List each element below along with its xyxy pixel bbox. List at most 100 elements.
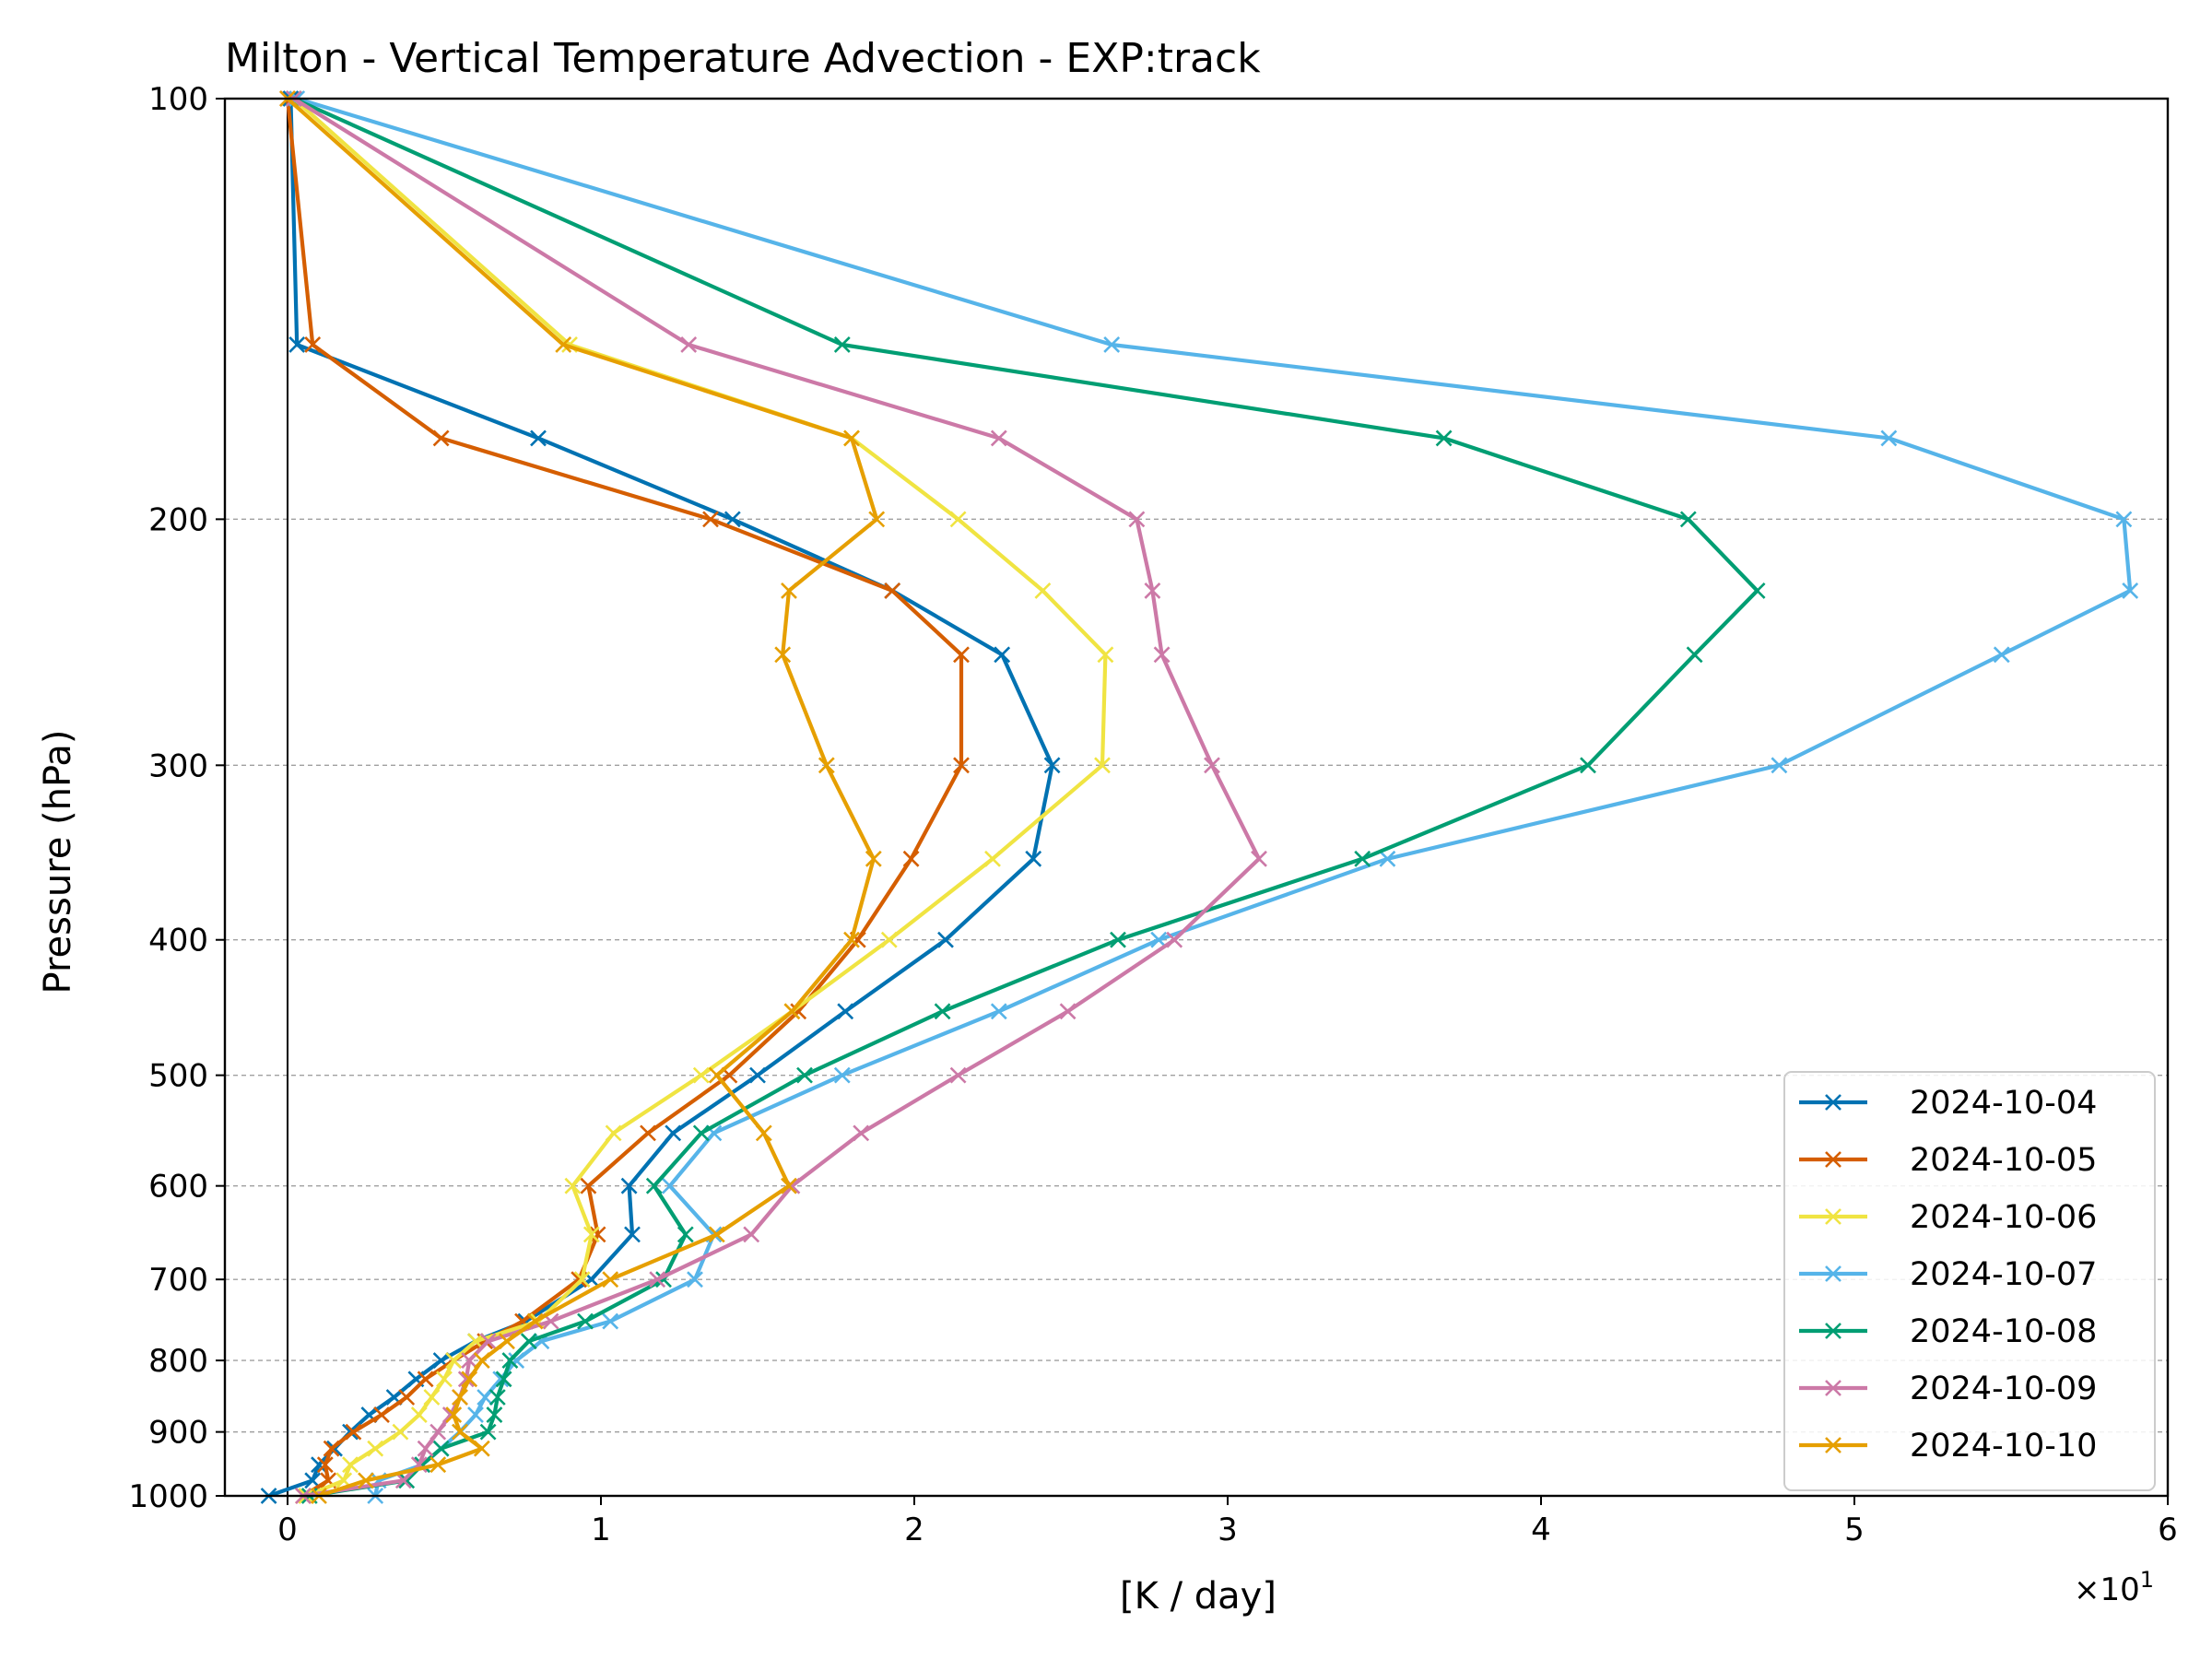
- x-tick-label: 6: [2158, 1512, 2178, 1548]
- data-point: [1059, 1003, 1077, 1020]
- data-point: [473, 1440, 490, 1457]
- series-line: [286, 97, 879, 1498]
- legend-marker: [1825, 1094, 1841, 1111]
- data-point: [1128, 511, 1146, 528]
- data-point: [429, 1456, 447, 1474]
- data-point: [984, 850, 1001, 867]
- data-point: [342, 1456, 359, 1474]
- data-point: [680, 336, 698, 353]
- data-point: [429, 1423, 447, 1441]
- legend-label: 2024-10-08: [1910, 1313, 2097, 1350]
- data-point: [410, 1406, 428, 1423]
- data-point: [2115, 511, 2133, 528]
- data-point: [477, 1389, 494, 1406]
- x-axis-label: [K / day]: [1120, 1575, 1277, 1618]
- data-point: [311, 1456, 327, 1474]
- data-point: [467, 1406, 484, 1423]
- legend-label: 2024-10-10: [1910, 1428, 2097, 1465]
- data-point: [564, 1177, 582, 1194]
- y-tick-label: 800: [148, 1343, 208, 1380]
- legend-marker: [1825, 1380, 1841, 1396]
- y-tick-label: 400: [148, 923, 208, 959]
- data-point: [1110, 931, 1126, 948]
- data-point: [573, 1271, 591, 1288]
- x-tick-label: 1: [591, 1512, 611, 1548]
- legend-item: 2024-10-07: [1799, 1256, 2097, 1293]
- data-point: [580, 1177, 597, 1194]
- data-point: [1251, 850, 1267, 867]
- legend-marker: [1825, 1437, 1841, 1453]
- data-point: [488, 1389, 506, 1406]
- data-point: [1144, 582, 1161, 599]
- data-point: [868, 511, 886, 528]
- data-point: [774, 646, 792, 664]
- data-point: [708, 1226, 725, 1243]
- data-point: [837, 1003, 854, 1020]
- data-point: [990, 429, 1007, 447]
- data-point: [479, 1423, 497, 1441]
- data-point: [2122, 582, 2139, 599]
- data-point: [645, 1177, 663, 1194]
- legend-label: 2024-10-05: [1910, 1142, 2097, 1179]
- data-point: [1993, 646, 2010, 664]
- data-point: [530, 429, 547, 447]
- data-point: [1094, 757, 1111, 774]
- series-2024-10-10: [279, 90, 886, 1504]
- x-tick-label: 3: [1218, 1512, 1238, 1548]
- x-tick-label: 4: [1531, 1512, 1551, 1548]
- data-point: [880, 931, 898, 948]
- data-point: [495, 1371, 512, 1388]
- data-point: [367, 1440, 384, 1457]
- data-point: [1771, 757, 1788, 774]
- data-point: [661, 1177, 678, 1194]
- data-point: [1379, 850, 1396, 867]
- y-tick-label: 300: [148, 747, 208, 784]
- data-point: [452, 1423, 468, 1441]
- data-point: [624, 1226, 641, 1243]
- data-point: [1679, 511, 1697, 528]
- legend-label: 2024-10-09: [1910, 1371, 2097, 1407]
- data-point: [884, 582, 901, 599]
- data-point: [1097, 646, 1114, 664]
- x-multiplier-base: ×10: [2074, 1571, 2140, 1608]
- data-point: [1354, 850, 1371, 867]
- legend-item: 2024-10-10: [1799, 1428, 2097, 1465]
- data-point: [479, 1333, 497, 1350]
- data-point: [692, 1124, 710, 1142]
- legend-marker: [1825, 1208, 1841, 1225]
- data-point: [843, 931, 860, 948]
- data-point: [853, 1124, 870, 1142]
- data-point: [304, 336, 322, 353]
- data-point: [445, 1352, 463, 1369]
- data-point: [833, 336, 851, 353]
- data-point: [781, 1177, 797, 1194]
- x-multiplier-label: ×101: [2074, 1567, 2154, 1608]
- data-point: [692, 1066, 710, 1084]
- data-point: [345, 1423, 362, 1441]
- y-tick-layer: 100 200 300 400 500 600 700 800 900 1000: [128, 81, 225, 1515]
- data-point: [994, 646, 1011, 664]
- data-point: [432, 1440, 450, 1457]
- data-point: [1880, 429, 1898, 447]
- data-point: [937, 931, 954, 948]
- data-point: [702, 511, 719, 528]
- data-point: [833, 1066, 851, 1084]
- data-point: [677, 1226, 694, 1243]
- data-point: [452, 1389, 468, 1406]
- legend-item: 2024-10-09: [1799, 1371, 2097, 1407]
- y-axis-label: Pressure (hPa): [37, 730, 79, 994]
- x-tick-label: 0: [277, 1512, 298, 1548]
- y-tick-label: 200: [148, 501, 208, 538]
- series-line: [292, 97, 1759, 1499]
- data-point: [392, 1423, 409, 1441]
- data-point: [501, 1352, 519, 1369]
- data-point: [902, 850, 920, 867]
- data-point: [1748, 582, 1766, 599]
- data-point: [508, 1352, 525, 1369]
- data-point: [436, 1371, 453, 1388]
- data-point: [949, 1066, 967, 1084]
- data-point: [417, 1371, 434, 1388]
- data-point: [953, 646, 970, 664]
- data-point: [953, 757, 970, 774]
